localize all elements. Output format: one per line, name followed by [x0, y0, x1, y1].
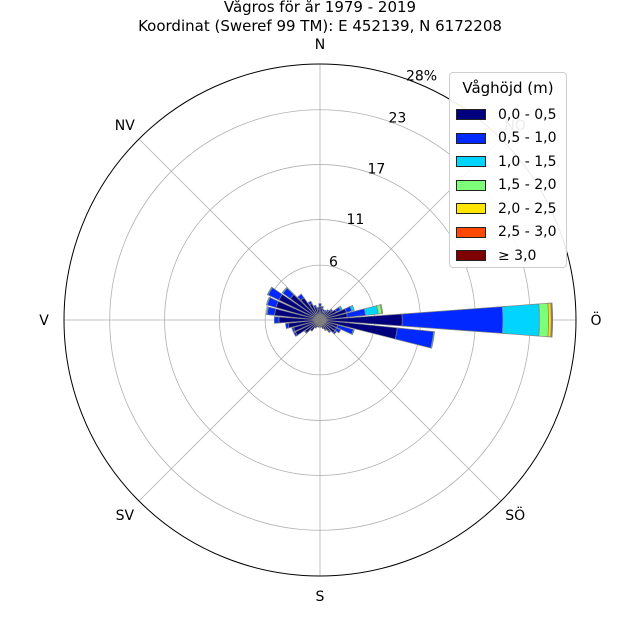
- legend-swatch: [456, 132, 486, 144]
- rose-bar: [394, 327, 435, 349]
- chart-title: Vågros för år 1979 - 2019: [223, 0, 417, 16]
- legend-swatch: [456, 156, 486, 168]
- legend-label: 0,0 - 0,5: [498, 106, 557, 123]
- legend-item: 2,5 - 3,0: [456, 221, 560, 245]
- rose-bar: [316, 306, 320, 310]
- rose-bar: [501, 303, 540, 337]
- radial-tick-label: 17: [367, 161, 385, 177]
- outer-frame: [63, 63, 577, 577]
- legend-label: 2,0 - 2,5: [498, 200, 557, 217]
- grid-spoke: [319, 319, 502, 502]
- radial-tick-label: 6: [329, 254, 338, 270]
- rose-bars: [265, 286, 554, 349]
- chart-subtitle: Koordinat (Sweref 99 TM): E 452139, N 61…: [138, 17, 502, 35]
- legend-swatch: [456, 203, 486, 215]
- rose-bar: [293, 331, 298, 337]
- rose-bar: [401, 306, 504, 334]
- radial-tick-label: 11: [346, 212, 364, 228]
- rose-bar: [266, 286, 273, 296]
- legend-label: 0,5 - 1,0: [498, 130, 557, 147]
- rose-bar: [313, 304, 317, 308]
- legend-item: 2,0 - 2,5: [456, 197, 560, 221]
- rose-bar: [379, 304, 384, 315]
- rose-bar: [349, 304, 355, 312]
- legend-label: 1,5 - 2,0: [498, 177, 557, 194]
- legend-item: 0,0 - 0,5: [456, 103, 560, 127]
- rose-bar: [334, 327, 342, 334]
- radial-tick-label: 28%: [406, 68, 437, 84]
- rose-bar: [265, 296, 271, 306]
- legend-item: 0,5 - 1,0: [456, 127, 560, 151]
- rose-bar: [320, 305, 324, 309]
- rose-bar: [351, 329, 355, 336]
- rose-bar: [297, 293, 305, 301]
- rose-bar: [281, 286, 288, 294]
- rose-bar: [327, 329, 332, 334]
- rose-bar: [291, 327, 296, 333]
- grid-spoke: [138, 138, 321, 321]
- direction-label: Ö: [590, 311, 601, 329]
- legend-item: 1,5 - 2,0: [456, 174, 560, 198]
- legend-title: Våghöjd (m): [462, 79, 554, 97]
- legend: Våghöjd (m) 0,0 - 0,5 0,5 - 1,0 1,0 - 1,5 1…: [449, 72, 567, 268]
- legend-item: ≥ 3,0: [456, 244, 560, 268]
- radial-tick-label: 23: [388, 111, 406, 127]
- rose-bar: [324, 328, 328, 332]
- legend-label: ≥ 3,0: [498, 247, 537, 264]
- legend-item: 1,0 - 1,5: [456, 150, 560, 174]
- rose-bar: [551, 302, 554, 338]
- legend-items: 0,0 - 0,5 0,5 - 1,0 1,0 - 1,5 1,5 - 2,0 2,0 …: [456, 103, 560, 268]
- direction-label: NV: [115, 118, 135, 134]
- rose-bar: [325, 309, 330, 313]
- direction-label: SV: [116, 508, 135, 524]
- legend-swatch: [456, 179, 486, 191]
- legend-label: 2,5 - 3,0: [498, 224, 557, 241]
- rose-bar: [273, 316, 280, 324]
- rose-bar: [363, 305, 379, 316]
- direction-label: N: [315, 37, 325, 53]
- rose-bar: [430, 331, 435, 349]
- rose-bar: [265, 306, 270, 316]
- rose-bar: [307, 300, 313, 306]
- direction-label: V: [39, 313, 49, 329]
- rose-bar: [318, 303, 322, 307]
- legend-swatch: [456, 226, 486, 238]
- rose-bar: [319, 319, 325, 330]
- direction-label: S: [316, 589, 325, 605]
- legend-label: 1,0 - 1,5: [498, 153, 557, 170]
- rose-bar: [338, 305, 343, 311]
- rose-bar: [303, 330, 308, 334]
- legend-swatch: [456, 109, 486, 121]
- rose-bar: [329, 308, 334, 313]
- rose-bar: [332, 330, 337, 335]
- legend-swatch: [456, 250, 486, 262]
- rose-bar: [538, 302, 549, 338]
- rose-bar: [285, 322, 290, 329]
- grid-spoke: [138, 319, 321, 502]
- direction-label: SÖ: [505, 506, 525, 524]
